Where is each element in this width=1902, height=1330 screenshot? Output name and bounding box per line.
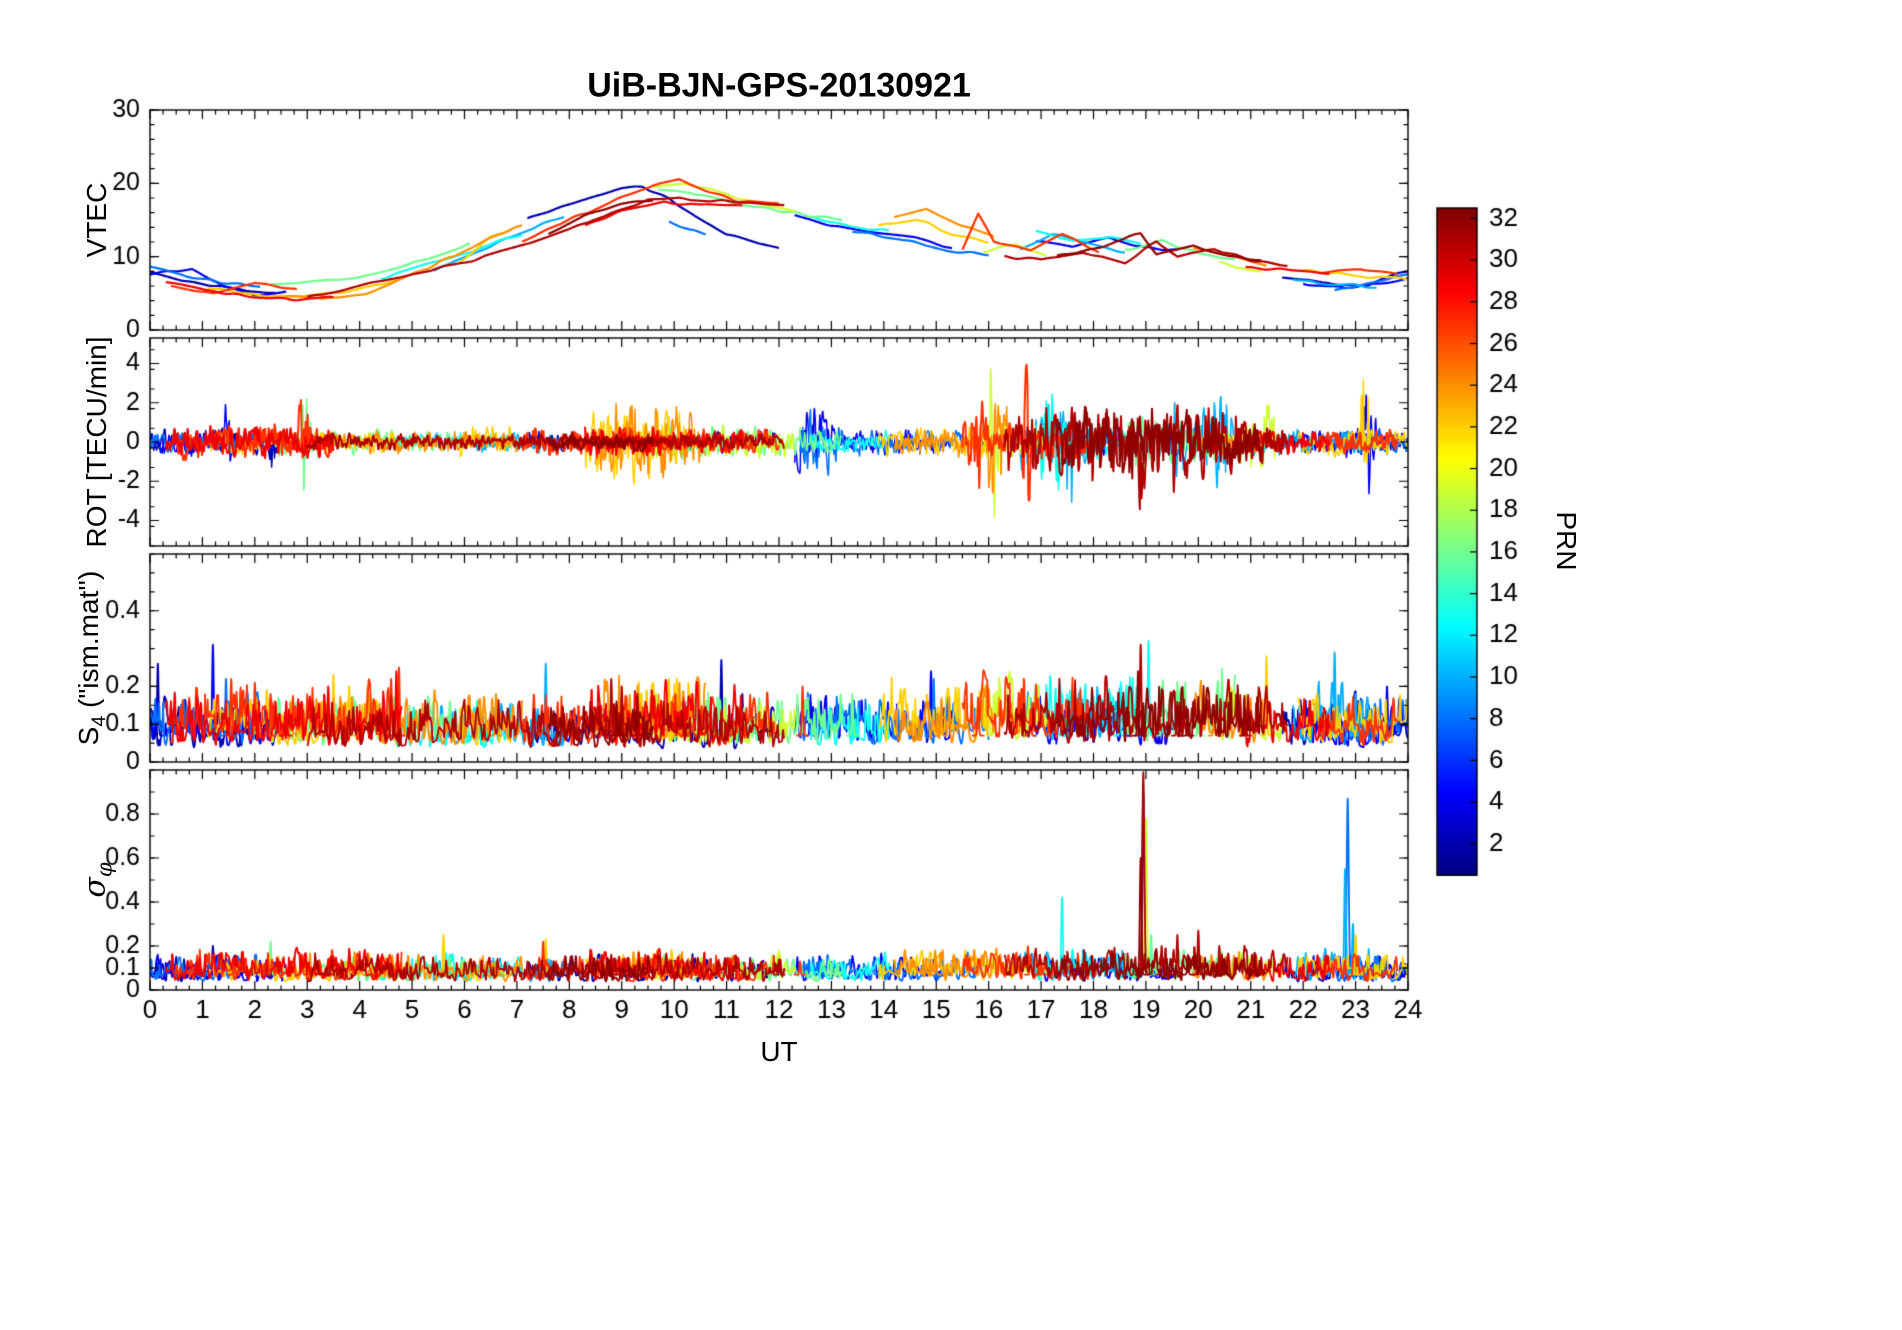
y-axis-label-rot: ROT [TECU/min] [81,336,112,548]
s4-subscript: 4 [87,715,110,727]
sigma-subscript: φ [92,862,117,878]
s4-symbol: S [73,726,105,746]
y-axis-label-vtec: VTEC [81,182,112,258]
colorbar-label: PRN [1551,511,1582,571]
x-axis-label: UT [760,1036,798,1067]
y-axis-label-sigma-phi: σφ [78,862,117,897]
sigma-symbol: σ [77,877,113,898]
s4-suffix: ("ism.mat'') [73,570,105,716]
y-axis-label-s4: S4 ("ism.mat'') [73,571,111,746]
chart-title: UiB-BJN-GPS-20130921 [587,66,971,105]
